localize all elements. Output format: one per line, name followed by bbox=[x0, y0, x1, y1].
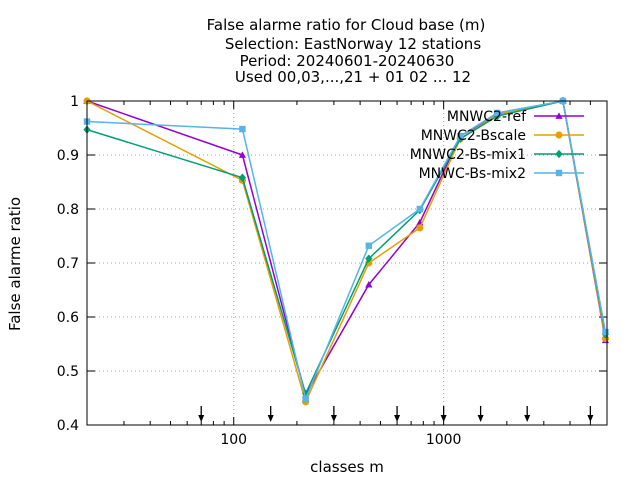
data-point bbox=[416, 224, 424, 232]
data-point bbox=[494, 109, 501, 117]
x-axis-label: classes m bbox=[310, 458, 384, 476]
series-line bbox=[86, 100, 607, 398]
data-point bbox=[555, 131, 563, 139]
class-limit-arrow-head bbox=[440, 415, 447, 422]
class-limit-arrows bbox=[198, 406, 594, 422]
y-tick-label: 0.7 bbox=[57, 256, 79, 272]
series-line bbox=[86, 100, 607, 404]
data-point bbox=[238, 151, 247, 158]
y-axis-label: False alarme ratio bbox=[6, 197, 24, 331]
legend-label: MNWC2-ref bbox=[447, 109, 527, 125]
data-point bbox=[365, 254, 373, 263]
legend-entry-1: MNWC2-ref bbox=[447, 109, 584, 125]
class-limit-arrow-head bbox=[267, 415, 274, 422]
title-line-4: Used 00,03,...,21 + 01 02 ... 12 bbox=[235, 68, 471, 86]
series-line bbox=[86, 100, 607, 402]
class-limit-arrow-head bbox=[198, 415, 205, 422]
title-line-1: False alarme ratio for Cloud base (m) bbox=[207, 16, 486, 34]
title-line-2: Selection: EastNorway 12 stations bbox=[225, 35, 481, 53]
data-point bbox=[555, 112, 563, 119]
x-tick-label: 1000 bbox=[426, 432, 462, 448]
data-point bbox=[602, 328, 609, 336]
series-line bbox=[86, 100, 607, 396]
series-3 bbox=[83, 96, 610, 398]
data-series bbox=[83, 96, 610, 406]
data-point bbox=[493, 111, 501, 121]
y-tick-label: 0.9 bbox=[57, 148, 79, 164]
class-limit-arrow-head bbox=[587, 415, 594, 422]
title-line-3: Period: 20240601-20240630 bbox=[240, 52, 455, 70]
y-tick-label: 1 bbox=[70, 94, 79, 110]
data-point bbox=[555, 169, 563, 177]
legend-label: MNWC-Bs-mix2 bbox=[419, 166, 526, 182]
data-point bbox=[555, 149, 563, 159]
plot-frame bbox=[86, 100, 608, 426]
legend-label: MNWC2-Bscale bbox=[421, 128, 526, 144]
legend-entry-3: MNWC2-Bs-mix1 bbox=[410, 147, 584, 163]
y-tick-label: 0.6 bbox=[57, 310, 79, 326]
series-2 bbox=[83, 97, 610, 406]
data-point bbox=[302, 395, 309, 403]
class-limit-arrow-head bbox=[394, 415, 401, 422]
y-tick-label: 0.8 bbox=[57, 202, 79, 218]
x-tick-label: 100 bbox=[220, 432, 247, 448]
data-point bbox=[416, 205, 424, 213]
data-point bbox=[238, 173, 247, 182]
y-tick-label: 0.5 bbox=[57, 364, 79, 380]
data-point bbox=[365, 242, 373, 249]
legend: MNWC2-ref MNWC2-Bscale MNWC2-Bs-mix1 MNWC-B… bbox=[410, 109, 584, 182]
grid-lines bbox=[87, 100, 607, 426]
data-point bbox=[365, 281, 373, 288]
class-limit-arrow-head bbox=[477, 415, 484, 422]
data-point bbox=[457, 132, 464, 140]
series-4 bbox=[83, 97, 609, 403]
axis-ticks: 0.4 0.5 0.6 0.7 0.8 0.9 1 100 1000 bbox=[57, 94, 607, 448]
legend-label: MNWC2-Bs-mix1 bbox=[410, 147, 526, 163]
class-limit-arrow-head bbox=[524, 415, 531, 422]
class-limit-arrow-head bbox=[330, 415, 337, 422]
data-point bbox=[239, 125, 246, 133]
legend-entry-4: MNWC-Bs-mix2 bbox=[419, 166, 584, 182]
series-1 bbox=[83, 97, 610, 399]
y-tick-label: 0.4 bbox=[57, 418, 79, 434]
legend-entry-2: MNWC2-Bscale bbox=[421, 128, 584, 144]
chart-title: False alarme ratio for Cloud base (m) Se… bbox=[207, 16, 486, 86]
